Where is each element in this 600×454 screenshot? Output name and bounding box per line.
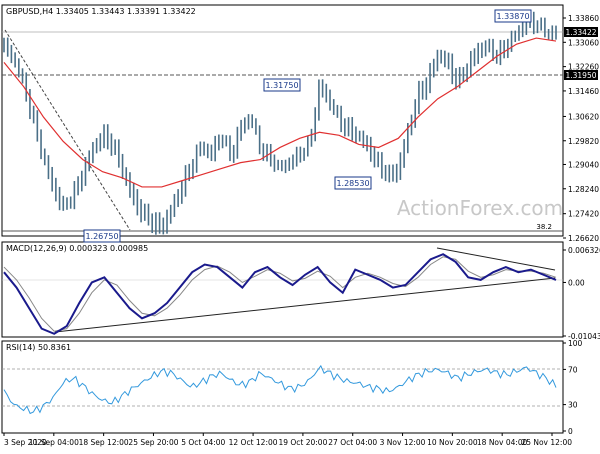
current-price-badge: 1.33422 bbox=[564, 27, 598, 37]
chart-title: GBPUSD,H4 1.33405 1.33443 1.33391 1.3342… bbox=[6, 7, 196, 16]
rsi-tick-label: 0 bbox=[568, 427, 573, 436]
macd-trendline-lower bbox=[54, 277, 556, 333]
fib-label: 38.2 bbox=[536, 223, 552, 231]
macd-axis: 0.006326 0.00 -0.010438 bbox=[563, 246, 600, 341]
rsi-tick-label: 30 bbox=[568, 401, 578, 410]
rsi-axis: 100 70 30 0 bbox=[563, 339, 583, 436]
x-tick-label: 25 Sep 20:00 bbox=[128, 438, 178, 447]
price-tick-label: 1.29820 bbox=[568, 137, 599, 146]
rsi-tick-label: 70 bbox=[568, 365, 578, 374]
svg-text:1.26750: 1.26750 bbox=[85, 232, 118, 241]
macd-signal-line bbox=[3, 256, 557, 332]
price-tick-label: 1.26620 bbox=[568, 234, 599, 243]
price-bars bbox=[3, 11, 557, 235]
x-tick-label: 11 Sep 04:00 bbox=[29, 438, 79, 447]
svg-text:1.28530: 1.28530 bbox=[336, 179, 369, 188]
price-tick-label: 1.33860 bbox=[568, 14, 599, 23]
x-tick-label: 3 Nov 12:00 bbox=[380, 438, 426, 447]
macd-tick-label: 0.006326 bbox=[568, 246, 600, 255]
x-tick-label: 18 Sep 12:00 bbox=[79, 438, 129, 447]
svg-text:1.33422: 1.33422 bbox=[565, 28, 596, 37]
rsi-panel-frame bbox=[1, 340, 564, 434]
macd-label: MACD(12,26,9) 0.000323 0.000985 bbox=[6, 244, 148, 253]
price-axis: 1.33860 1.33060 1.32260 1.31460 1.30620 1.298… bbox=[563, 14, 599, 243]
x-tick-label: 12 Oct 12:00 bbox=[229, 438, 278, 447]
svg-text:1.31950: 1.31950 bbox=[565, 71, 596, 80]
annotation-low: 1.26750 bbox=[83, 229, 121, 243]
x-tick-label: 10 Nov 20:00 bbox=[427, 438, 478, 447]
price-tick-label: 1.30620 bbox=[568, 112, 599, 121]
rsi-line bbox=[3, 364, 557, 415]
price-tick-label: 1.33060 bbox=[568, 38, 599, 47]
svg-text:1.33870: 1.33870 bbox=[496, 12, 529, 21]
price-tick-label: 1.27420 bbox=[568, 210, 599, 219]
annotation-mid-high: 1.31750 bbox=[263, 78, 301, 92]
macd-tick-label: -0.010438 bbox=[568, 332, 600, 341]
rsi-tick-label: 100 bbox=[568, 339, 583, 348]
rsi-label: RSI(14) 50.8361 bbox=[6, 343, 71, 352]
macd-trendline-upper bbox=[436, 247, 556, 271]
annotation-high: 1.33870 bbox=[494, 9, 532, 23]
macd-tick-label: 0.00 bbox=[568, 278, 585, 287]
x-tick-label: 25 Nov 12:00 bbox=[521, 438, 572, 447]
svg-text:1.31750: 1.31750 bbox=[265, 81, 298, 90]
downtrend-line bbox=[4, 29, 131, 231]
x-tick-label: 27 Oct 04:00 bbox=[328, 438, 377, 447]
price-panel-frame bbox=[1, 4, 564, 237]
watermark: ActionForex.com bbox=[397, 196, 563, 220]
annotation-mid-low: 1.28530 bbox=[334, 176, 372, 190]
price-tick-label: 1.29040 bbox=[568, 160, 599, 169]
macd-main-line bbox=[3, 253, 557, 335]
price-tick-label: 1.31460 bbox=[568, 87, 599, 96]
price-tick-label: 1.28240 bbox=[568, 185, 599, 194]
level-price-badge: 1.31950 bbox=[564, 70, 598, 80]
x-tick-label: 3 Sep 2020 bbox=[4, 438, 47, 447]
price-tick-label: 1.32260 bbox=[568, 63, 599, 72]
x-tick-label: 19 Oct 20:00 bbox=[278, 438, 327, 447]
x-tick-label: 5 Oct 04:00 bbox=[181, 438, 225, 447]
moving-average-line bbox=[3, 37, 557, 188]
x-tick-label: 18 Nov 04:00 bbox=[477, 438, 528, 447]
